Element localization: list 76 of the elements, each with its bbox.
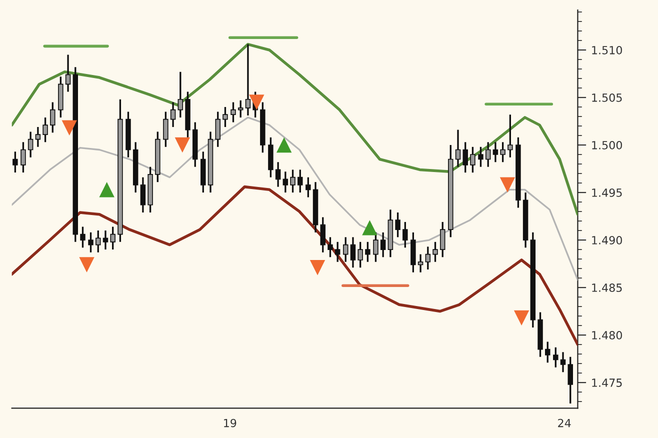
candlestick (140, 176, 146, 214)
y-tick-label: 1.510 (592, 46, 622, 54)
y-tick-label: 1.475 (592, 378, 622, 387)
candlestick (238, 100, 244, 118)
candlestick (88, 232, 94, 254)
candlestick (275, 161, 281, 188)
line-series (12, 116, 578, 281)
y-tick-label: 1.505 (592, 93, 622, 102)
candlestick (96, 230, 101, 254)
candlestick (373, 232, 378, 263)
candlestick (492, 141, 498, 163)
point (249, 94, 264, 110)
point (79, 257, 94, 272)
candlestick (42, 116, 48, 143)
y-tick-label: 1.480 (592, 331, 622, 340)
point (514, 310, 530, 326)
candlestick (170, 101, 176, 128)
line-series (12, 185, 578, 346)
point (500, 177, 516, 193)
candlestick (485, 141, 491, 168)
y-tick-label: 1.485 (592, 284, 622, 292)
candlestick (432, 241, 438, 263)
candlestick (568, 356, 573, 404)
candlestick (425, 246, 431, 270)
candlestick (544, 340, 550, 364)
candlestick (215, 110, 220, 148)
candlestick (320, 216, 326, 254)
candlestick (478, 146, 484, 168)
point (174, 137, 190, 153)
candlestick (163, 110, 168, 148)
y-tick-label: 1.490 (592, 236, 622, 244)
point (310, 260, 326, 276)
y-tick-label: 1.495 (592, 188, 622, 197)
line-series (12, 42, 578, 216)
candlestick (462, 141, 468, 174)
candlestick (12, 150, 18, 174)
candlestick (298, 168, 303, 194)
candlestick (500, 141, 506, 163)
candlestick (350, 236, 356, 268)
candlestick (470, 146, 476, 174)
candlestick (20, 141, 26, 174)
candlestick (222, 106, 228, 128)
candlestick (50, 101, 56, 134)
candlestick (102, 230, 108, 250)
candlestick (80, 226, 86, 248)
candlestick (402, 221, 408, 248)
x-tick-label: 24 (558, 418, 571, 428)
candlestick (418, 253, 424, 274)
candlestick (508, 114, 513, 158)
candlestick (306, 176, 311, 198)
candlestick (65, 54, 71, 93)
y-tick-label: 1.500 (592, 140, 622, 150)
candlestick (560, 351, 566, 373)
point (62, 120, 77, 136)
point (99, 182, 114, 198)
candlestick (245, 43, 251, 116)
candlestick (440, 221, 446, 258)
candlestick (178, 71, 184, 118)
candlestick (35, 126, 41, 148)
candlestick (28, 130, 34, 158)
candlestick (328, 236, 333, 258)
candlestick (358, 241, 363, 268)
candlestick (230, 101, 236, 124)
candlestick (455, 128, 461, 168)
candlestick (365, 241, 370, 263)
candlestick (342, 236, 348, 263)
x-tick-label: 19 (224, 418, 236, 428)
candlestick (110, 226, 116, 250)
candlestick (553, 346, 558, 368)
point (362, 220, 378, 236)
candlestick (334, 241, 340, 263)
candlestick (395, 212, 400, 238)
candlestick (290, 168, 296, 194)
point (276, 137, 292, 153)
candlestick (380, 232, 386, 258)
candlestick (282, 170, 288, 194)
